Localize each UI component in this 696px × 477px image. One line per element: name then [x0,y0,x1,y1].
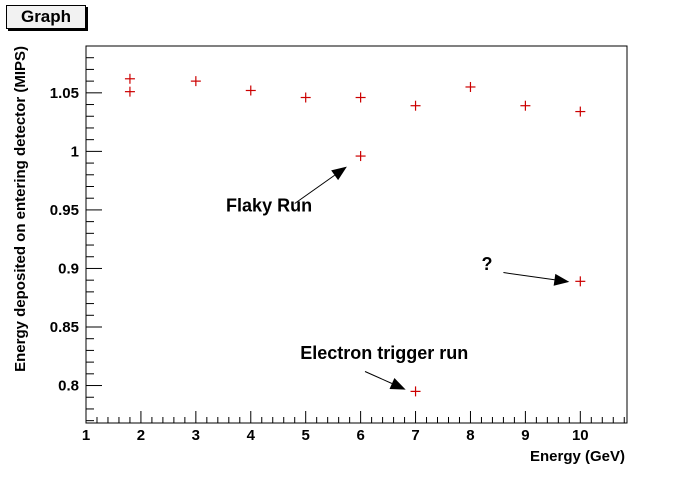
data-point [355,151,366,162]
x-tick-label: 7 [411,427,419,444]
x-tick-label: 4 [247,427,256,444]
annotation-label: Flaky Run [226,196,312,216]
annotation-arrow-head [331,166,347,181]
x-tick-label: 1 [82,427,90,444]
annotation-label: ? [481,254,492,274]
data-point [465,81,476,92]
data-point [124,73,135,84]
x-tick-label: 3 [192,427,200,444]
chart-title: Graph [6,5,86,29]
annotation-arrow-shaft [294,174,335,204]
y-tick-label: 0.85 [50,319,79,336]
annotation-arrow-shaft [364,371,393,384]
annotation-arrow-shaft [503,272,555,281]
annotation-label: Electron trigger run [300,343,468,363]
data-point [410,386,421,397]
annotation: Flaky Run [226,166,347,216]
annotation: Electron trigger run [300,343,468,390]
annotations: Flaky Run? Electron trigger run [226,166,570,390]
data-point [124,86,135,97]
annotation-arrow-head [553,273,570,286]
x-tick-label: 5 [302,427,310,444]
data-point [575,106,586,117]
data-point [245,85,256,96]
data-point [520,100,531,111]
x-tick-label: 9 [521,427,529,444]
annotation: ? [481,254,570,286]
data-points [124,73,586,397]
y-tick-label: 0.8 [58,378,79,395]
y-tick-label: 1 [71,143,79,160]
x-axis: 1 2 3 4 5 6 7 8 9 10 [82,411,625,444]
x-tick-label: 10 [572,427,589,444]
x-axis-label: Energy (GeV) [530,448,625,465]
x-tick-label: 8 [466,427,474,444]
y-tick-label: 1.05 [50,85,79,102]
y-tick-label: 0.95 [50,202,79,219]
plot-frame [85,45,628,424]
x-tick-label: 2 [137,427,145,444]
data-point [410,100,421,111]
y-axis-label: Energy deposited on entering detector (M… [12,46,29,372]
y-axis: 0.8 0.85 0.9 0.95 1 1.05 [50,45,102,422]
y-tick-label: 0.9 [58,260,79,277]
annotation-arrow-head [389,378,406,390]
data-point [300,92,311,103]
data-point [190,76,201,87]
data-point [575,276,586,287]
data-point [355,92,366,103]
x-tick-label: 6 [356,427,364,444]
